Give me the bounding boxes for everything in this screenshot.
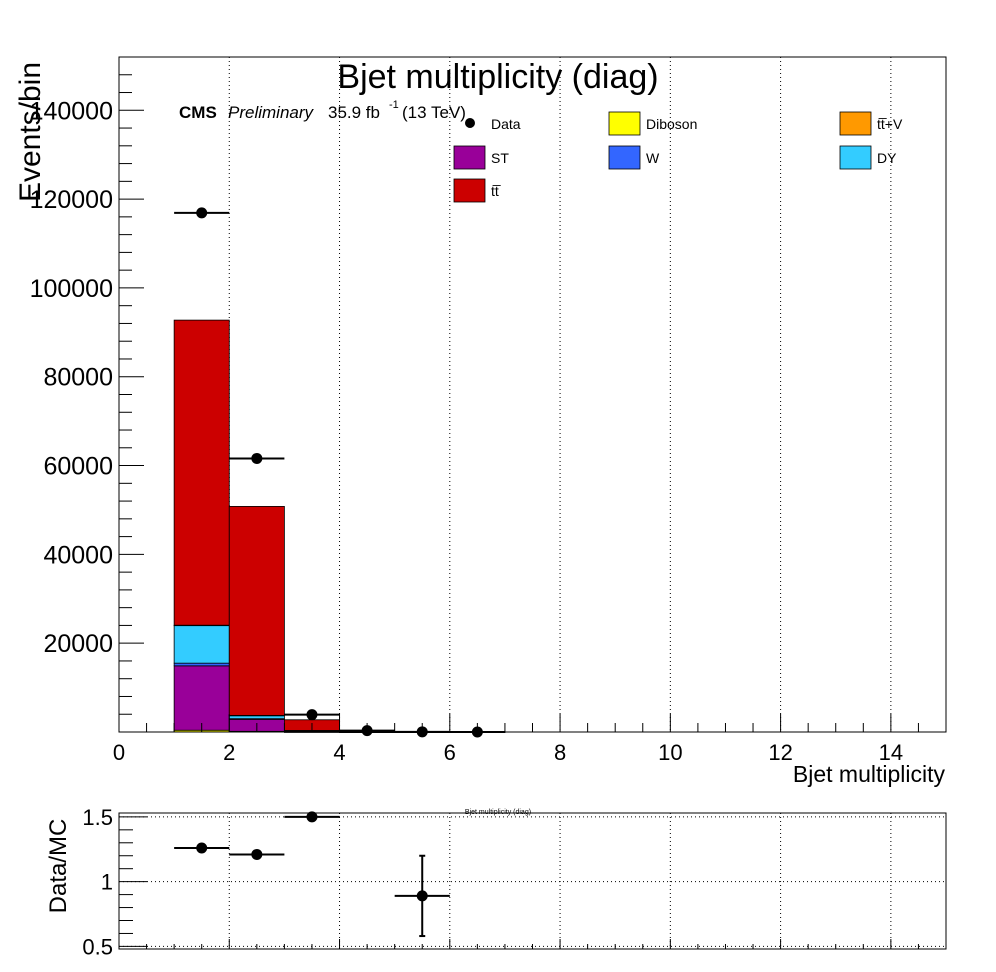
legend-swatch: [839, 111, 872, 136]
legend-item: DY: [839, 145, 897, 170]
y-tick-label: 120000: [30, 186, 113, 214]
bar-st: [173, 665, 230, 731]
ratio-points: [174, 811, 450, 938]
legend-swatch: [453, 178, 486, 203]
ratio-point: [306, 811, 318, 823]
data-point: [251, 452, 263, 464]
ratio-point: [251, 848, 263, 860]
lumi-text: 35.9 fb: [328, 103, 380, 122]
bar-dy: [173, 625, 230, 664]
y-tick-label: 80000: [43, 364, 113, 392]
x-tick-label: 6: [444, 740, 456, 765]
x-tick-label: 8: [554, 740, 566, 765]
lumi-exponent: -1: [389, 99, 399, 111]
x-tick-label: 14: [879, 740, 903, 765]
legend-item: Diboson: [608, 111, 697, 136]
main-grid: [228, 57, 892, 732]
legend-label: Diboson: [646, 116, 697, 132]
legend-item: ST: [453, 145, 509, 170]
ratio-y-axis-label: Data/MC: [45, 819, 72, 914]
x-tick-label: 2: [223, 740, 235, 765]
legend-swatch: [608, 111, 641, 136]
data-point: [196, 207, 208, 219]
x-axis-label: Bjet multiplicity: [793, 761, 946, 787]
ratio-y-tick-label: 1: [101, 870, 113, 895]
legend-label: tt̅: [491, 183, 502, 199]
legend-marker: [465, 118, 475, 128]
legend-label: ST: [491, 150, 509, 166]
x-tick-label: 12: [768, 740, 792, 765]
legend-swatch: [608, 145, 641, 170]
y-tick-label: 20000: [43, 630, 113, 658]
chart-title: Bjet multiplicity (diag): [337, 58, 658, 96]
ratio-frame: [118, 812, 947, 950]
main-axis-ticks: 0 2 4 6 8 10 12 14 20000 40000 60000 80000 100000 120…: [30, 74, 919, 765]
ratio-y-tick-label: 1.5: [82, 805, 113, 830]
preliminary-text: Preliminary: [228, 103, 315, 122]
x-tick-label: 10: [658, 740, 682, 765]
energy-text: (13 TeV): [402, 103, 466, 122]
ratio-title: Bjet multiplicity (diag): [465, 809, 531, 816]
bar-tt: [228, 506, 285, 716]
ratio-grid: [119, 813, 946, 949]
cms-text: CMS: [179, 103, 217, 122]
legend-item: Data: [465, 116, 521, 132]
bar-tt: [173, 319, 230, 626]
legend-label: W: [646, 150, 660, 166]
legend-item: W: [608, 145, 660, 170]
y-tick-label: 140000: [30, 97, 113, 125]
legend-item: tt̅: [453, 178, 502, 203]
ratio-point: [416, 890, 428, 902]
legend-swatch: [839, 145, 872, 170]
y-tick-label: 100000: [30, 275, 113, 303]
legend-label: tt̅+V: [877, 116, 903, 132]
y-axis-label: Events/bin: [14, 62, 47, 202]
x-tick-label: 4: [333, 740, 345, 765]
data-point: [306, 709, 318, 721]
cms-label: CMS Preliminary 35.9 fb -1 (13 TeV): [179, 99, 466, 122]
x-tick-label: 0: [113, 740, 125, 765]
legend: Data Diboson tt̅+V ST W DY tt̅: [453, 111, 903, 203]
ratio-y-tick-label: 0.5: [82, 934, 113, 959]
y-tick-label: 60000: [43, 453, 113, 481]
y-tick-label: 40000: [43, 541, 113, 569]
ratio-axis-ticks: 0.5 1 1.5: [82, 805, 919, 959]
legend-swatch: [453, 145, 486, 170]
legend-label: DY: [877, 150, 897, 166]
ratio-point: [196, 842, 208, 854]
legend-label: Data: [491, 116, 521, 132]
legend-item: tt̅+V: [839, 111, 903, 136]
